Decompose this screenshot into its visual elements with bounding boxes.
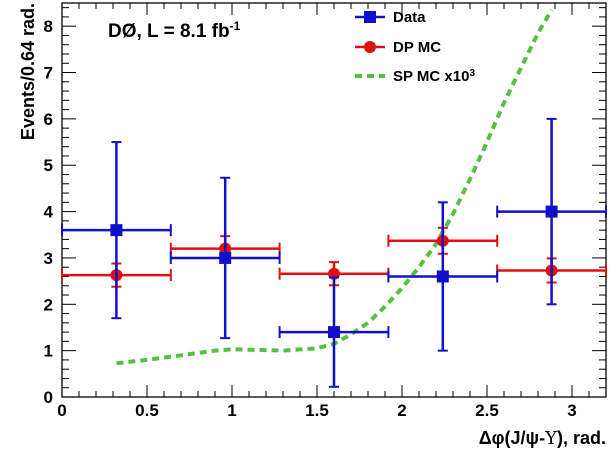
x-axis-title-pre: Δφ(J/ψ- (479, 428, 545, 448)
legend-marker-data (355, 11, 385, 23)
y-tick-label: 2 (44, 295, 53, 314)
data-marker (436, 270, 449, 283)
y-axis-title: Events/0.64 rad. (18, 3, 38, 140)
x-axis-title-upsilon: Υ (544, 428, 558, 449)
y-tick-label: 7 (44, 64, 53, 83)
axis-ticks (61, 3, 607, 398)
legend-label-dp: DP MC (393, 39, 441, 56)
legend-label-sp: SP MC x103 (393, 68, 475, 86)
data-point (387, 201, 499, 352)
legend-label-data: Data (393, 9, 426, 26)
annotation-main: DØ, L = 8.1 fb (108, 21, 230, 42)
x-tick-label: 2 (397, 401, 406, 420)
series-layer (61, 8, 607, 388)
x-tick-label: 0.5 (135, 401, 159, 420)
y-tick-label: 4 (44, 203, 54, 222)
x-tick-label: 3 (567, 401, 576, 420)
annotation-text: DØ, L = 8.1 fb-1 (108, 19, 241, 42)
x-tick-label: 1 (227, 401, 236, 420)
data-marker (545, 205, 558, 218)
x-tick-label: 0 (57, 401, 66, 420)
x-axis-title: Δφ(J/ψ-Υ), rad. (479, 428, 606, 449)
annotation-sup: -1 (230, 19, 241, 33)
data-marker (328, 326, 340, 339)
x-tick-label: 2.5 (475, 401, 499, 420)
x-axis-title-post: ), rad. (557, 428, 606, 448)
y-tick-label: 5 (44, 156, 53, 175)
y-tick-label: 0 (44, 388, 53, 407)
y-tick-label: 6 (44, 110, 53, 129)
legend-label-sp-sup: 3 (469, 68, 475, 79)
data-point (61, 141, 172, 320)
y-tick-label: 3 (44, 249, 53, 268)
data-point (496, 117, 607, 306)
data-point (278, 276, 390, 388)
y-tick-label: 1 (44, 342, 53, 361)
axis-tick-labels: 0 0.5 1 1.5 2 2.5 3 0 1 2 3 4 5 6 7 8 (44, 17, 577, 420)
data-marker (219, 251, 232, 264)
legend-marker-dp (355, 41, 385, 53)
y-tick-label: 8 (44, 17, 53, 36)
data-point (169, 176, 281, 340)
data-marker (110, 224, 123, 237)
sp-mc-curve (116, 8, 554, 366)
legend-label-sp-main: SP MC x10 (393, 68, 469, 85)
legend: Data DP MC SP MC x103 (355, 9, 475, 85)
x-tick-label: 1.5 (305, 401, 329, 420)
